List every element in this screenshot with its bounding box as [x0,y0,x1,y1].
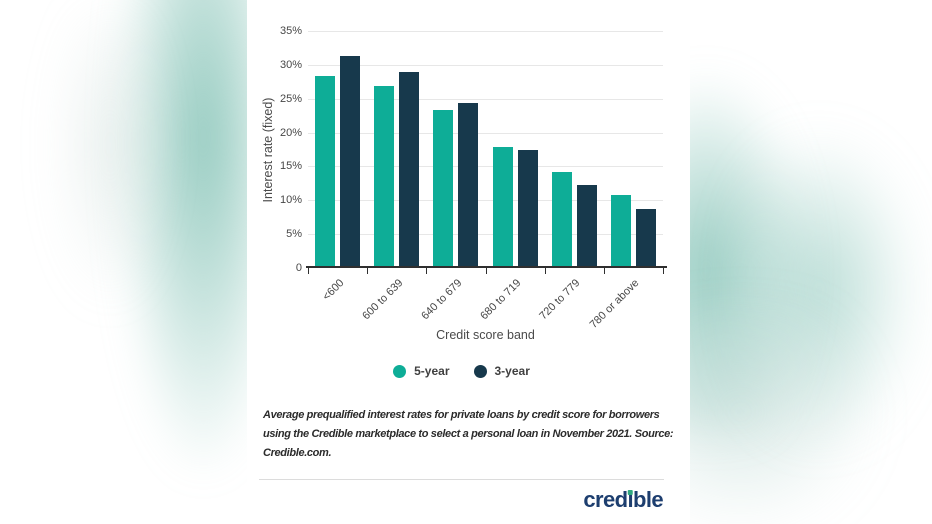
chart-legend: 5-year 3-year [259,364,664,378]
caption-line-3: Credible.com. [263,447,332,459]
y-tick-label: 10% [279,194,302,207]
logo-text-after-i: ble [633,487,664,512]
bar-5-year [610,194,631,268]
logo-green-dot-icon [627,490,633,495]
legend-label-3-year: 3-year [494,364,530,378]
caption-line-2: using the Credible marketplace to select… [263,428,674,440]
gridline [308,31,663,32]
x-tick-mark [485,268,487,274]
chart-card: Interest rate (fixed) 35% 30% 25% 20% 15% 10%… [247,0,690,524]
background-blob-right-2 [738,135,918,445]
bar-5-year [551,171,572,268]
bar-3-year [458,103,479,268]
bar-5-year [433,110,454,268]
chart-caption: Average prequalified interest rates for … [263,406,674,463]
background-blob-left-faint [55,10,165,310]
x-tick-mark [663,268,664,274]
gridline [308,234,663,236]
bar-3-year [576,185,597,268]
bar-3-year [399,72,420,268]
bar-3-year [517,149,538,268]
legend-label-5-year: 5-year [414,364,450,378]
footer-divider [259,479,664,480]
gridline [308,132,663,134]
x-tick-mark [544,268,546,274]
y-tick-label: 35% [279,25,302,37]
bar-5-year [374,85,395,268]
caption-line-1: Average prequalified interest rates for … [263,409,660,421]
y-axis-title: Interest rate (fixed) [261,97,275,203]
legend-swatch-5-year [393,364,407,378]
legend-item-3-year: 3-year [473,364,530,378]
y-tick-label: 15% [279,160,302,173]
x-axis-line [306,266,667,268]
gridline [308,98,663,100]
y-tick-label: 0 [295,262,302,274]
gridline [308,64,663,66]
y-tick-label: 30% [279,58,302,71]
x-tick-mark [603,268,605,274]
y-tick-label: 5% [286,228,302,241]
gridline [308,166,663,168]
logo-letter-i: ı [627,487,633,512]
bar-5-year [315,75,336,268]
y-tick-label: 25% [279,92,302,105]
x-axis-title: Credit score band [436,328,535,342]
bar-5-year [492,146,513,268]
bar-3-year [340,56,361,268]
logo-text-before-i: cred [583,487,628,512]
plot-area: 35% 30% 25% 20% 15% 10% 5% 0 <600 600 to 639 640 t… [280,25,664,331]
x-tick-mark [367,268,369,274]
legend-item-5-year: 5-year [393,364,450,378]
x-tick-mark [426,268,428,274]
gridline [308,200,663,202]
credible-logo: credı ble [583,488,663,512]
legend-swatch-3-year [473,364,487,378]
y-tick-label: 20% [279,126,302,139]
x-tick-mark [308,268,309,274]
bar-3-year [635,209,656,268]
